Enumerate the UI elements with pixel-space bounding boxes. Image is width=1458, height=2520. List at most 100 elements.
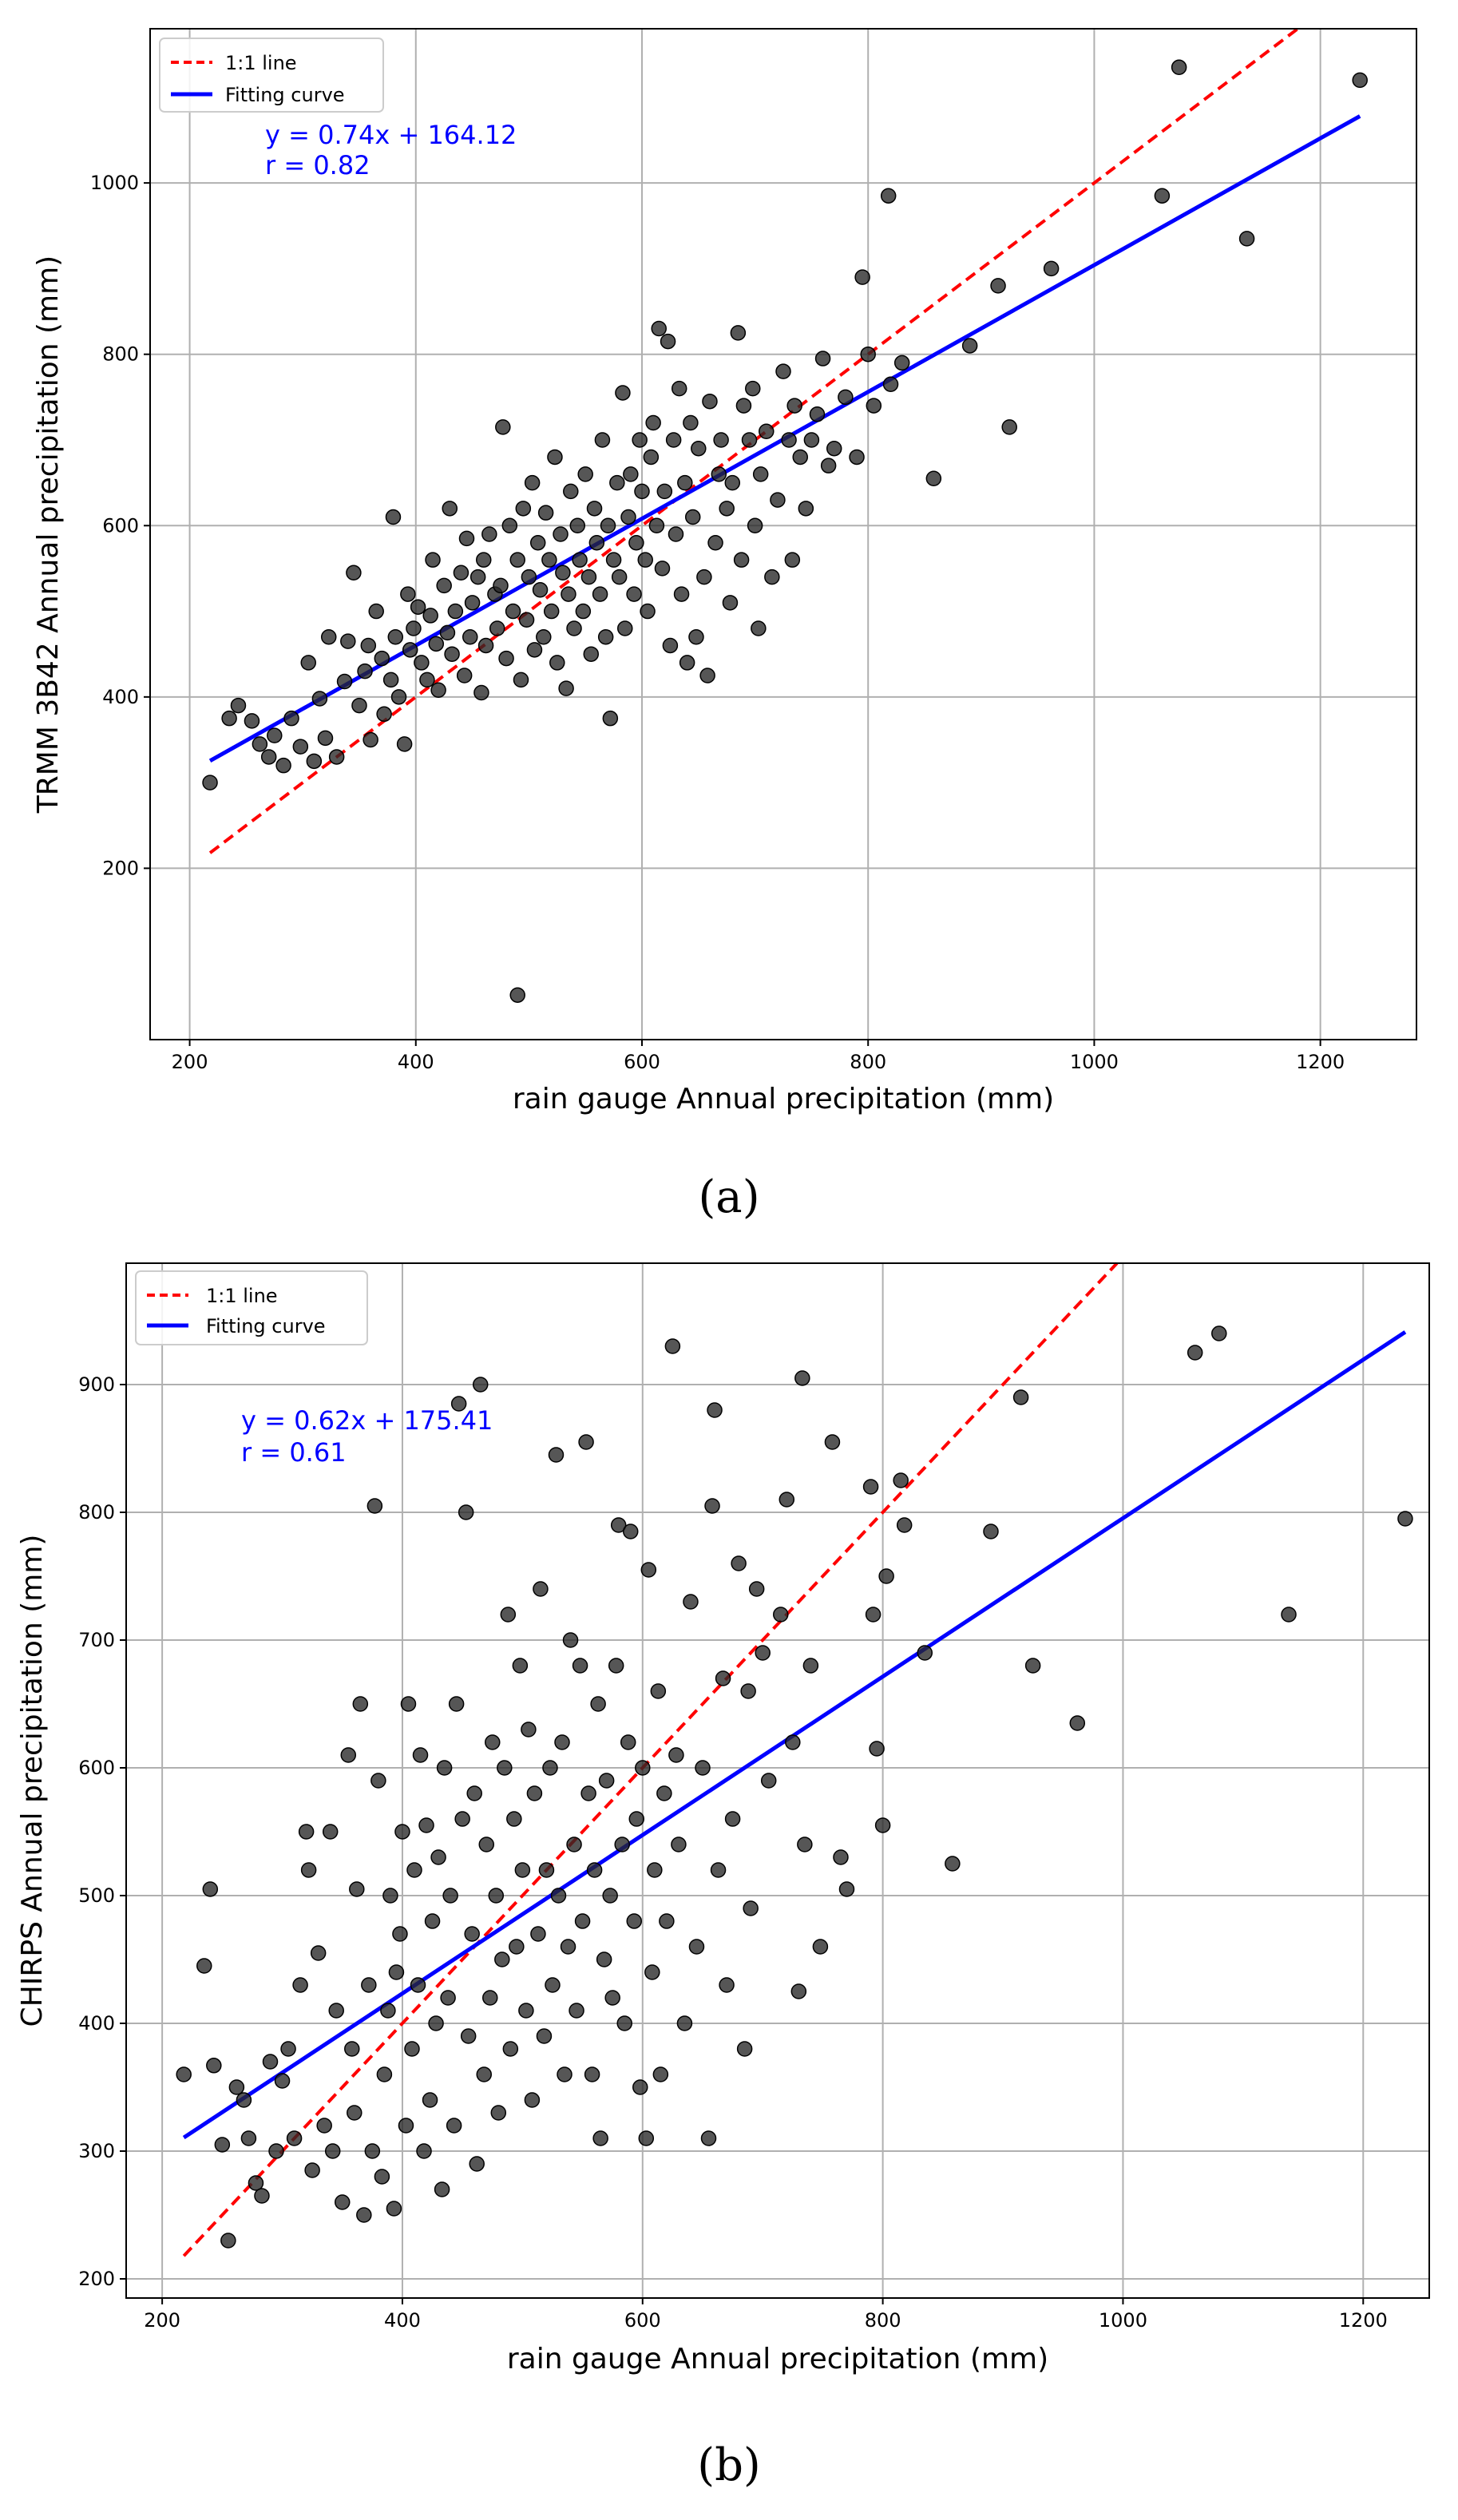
data-point [392, 1926, 408, 1942]
data-point [740, 1683, 756, 1699]
data-point [398, 2118, 414, 2134]
data-point [747, 517, 763, 534]
data-point [874, 1817, 891, 1833]
y-tick-label: 300 [78, 2140, 115, 2162]
data-point [376, 706, 392, 723]
data-point [700, 2130, 717, 2146]
data-point [676, 2015, 693, 2031]
data-point [602, 1888, 618, 1904]
data-point [580, 1785, 596, 1801]
data-point [530, 1926, 546, 1942]
data-point [833, 1849, 849, 1865]
data-point [390, 689, 407, 705]
data-point [572, 1658, 588, 1674]
data-point [298, 1824, 315, 1840]
data-point [1397, 1511, 1413, 1527]
data-point [785, 1734, 801, 1750]
data-point [310, 1945, 327, 1961]
data-point [643, 449, 660, 466]
data-point [809, 406, 826, 422]
data-point [715, 1670, 731, 1686]
data-point [360, 637, 377, 654]
data-point [1352, 72, 1368, 89]
panel-a-legend-box [159, 38, 384, 113]
panel-a-x-ticks: 200 400 600 800 1000 1200 [172, 1040, 1345, 1073]
data-point [592, 2130, 608, 2146]
data-point [578, 1434, 594, 1450]
panel-b-legend-box [135, 1270, 368, 1345]
data-point [620, 509, 636, 525]
data-point [428, 636, 445, 652]
data-point [880, 188, 897, 204]
panel-a-legend: 1:1 line Fitting curve [159, 38, 384, 113]
x-tick-label: 1200 [1339, 2309, 1388, 2332]
data-point [322, 1824, 339, 1840]
data-point [794, 1370, 810, 1386]
data-point [812, 1939, 829, 1955]
data-point [402, 642, 418, 658]
data-point [529, 534, 546, 551]
data-point [577, 466, 593, 482]
data-point [724, 1811, 741, 1827]
data-point [590, 1696, 606, 1712]
data-point [755, 1645, 771, 1661]
data-point [752, 466, 769, 482]
data-point [406, 1862, 422, 1878]
panel-a-grid [150, 29, 1416, 1040]
data-point [803, 432, 820, 448]
data-point [292, 1977, 308, 1993]
data-point [361, 1977, 377, 1993]
data-point [1281, 1607, 1297, 1623]
data-point [436, 1760, 453, 1776]
data-point [206, 2058, 222, 2074]
panel-a-caption: (a) [698, 1171, 759, 1223]
data-point [1069, 1715, 1086, 1731]
panel-b-grid [126, 1263, 1429, 2298]
data-point [584, 2066, 600, 2082]
data-point [838, 1881, 855, 1897]
data-point [562, 1632, 579, 1648]
data-point [500, 1607, 517, 1623]
x-tick-label: 1000 [1099, 2309, 1147, 2332]
data-point [647, 1862, 663, 1878]
data-point [869, 1741, 885, 1757]
panel-a-y-ticks: 200 400 600 800 1000 [90, 172, 150, 879]
data-point [442, 1888, 458, 1904]
data-point [594, 432, 611, 448]
data-point [1171, 59, 1187, 76]
data-point [645, 414, 661, 431]
data-point [422, 608, 438, 624]
data-point [611, 569, 628, 585]
data-point [623, 466, 639, 482]
data-point [366, 1498, 383, 1514]
data-point [684, 509, 701, 525]
data-point [598, 1773, 615, 1789]
data-point [707, 1402, 723, 1418]
data-point [458, 530, 475, 547]
y-tick-label: 900 [78, 1373, 115, 1396]
data-point [442, 501, 458, 517]
data-point [569, 2003, 584, 2019]
data-point [790, 1983, 807, 1999]
data-point [983, 1523, 999, 1539]
data-point [430, 1849, 446, 1865]
data-point [422, 2092, 438, 2108]
data-point [616, 2015, 632, 2031]
data-point [460, 2028, 477, 2044]
data-point [557, 2066, 573, 2082]
data-point [349, 1881, 365, 1897]
data-point [447, 603, 464, 620]
data-point [374, 650, 390, 667]
data-point [826, 440, 842, 457]
data-point [380, 2003, 396, 2019]
data-point [512, 1658, 529, 1674]
panel-a-points [202, 59, 1368, 1003]
panel-b-y-axis-title: CHIRPS Annual precipitation (mm) [16, 1535, 49, 2027]
data-point [679, 655, 695, 671]
data-point [554, 1734, 570, 1750]
data-point [722, 595, 739, 611]
data-point [477, 637, 494, 654]
data-point [990, 278, 1006, 294]
data-point [317, 730, 334, 747]
data-point [671, 1837, 687, 1852]
